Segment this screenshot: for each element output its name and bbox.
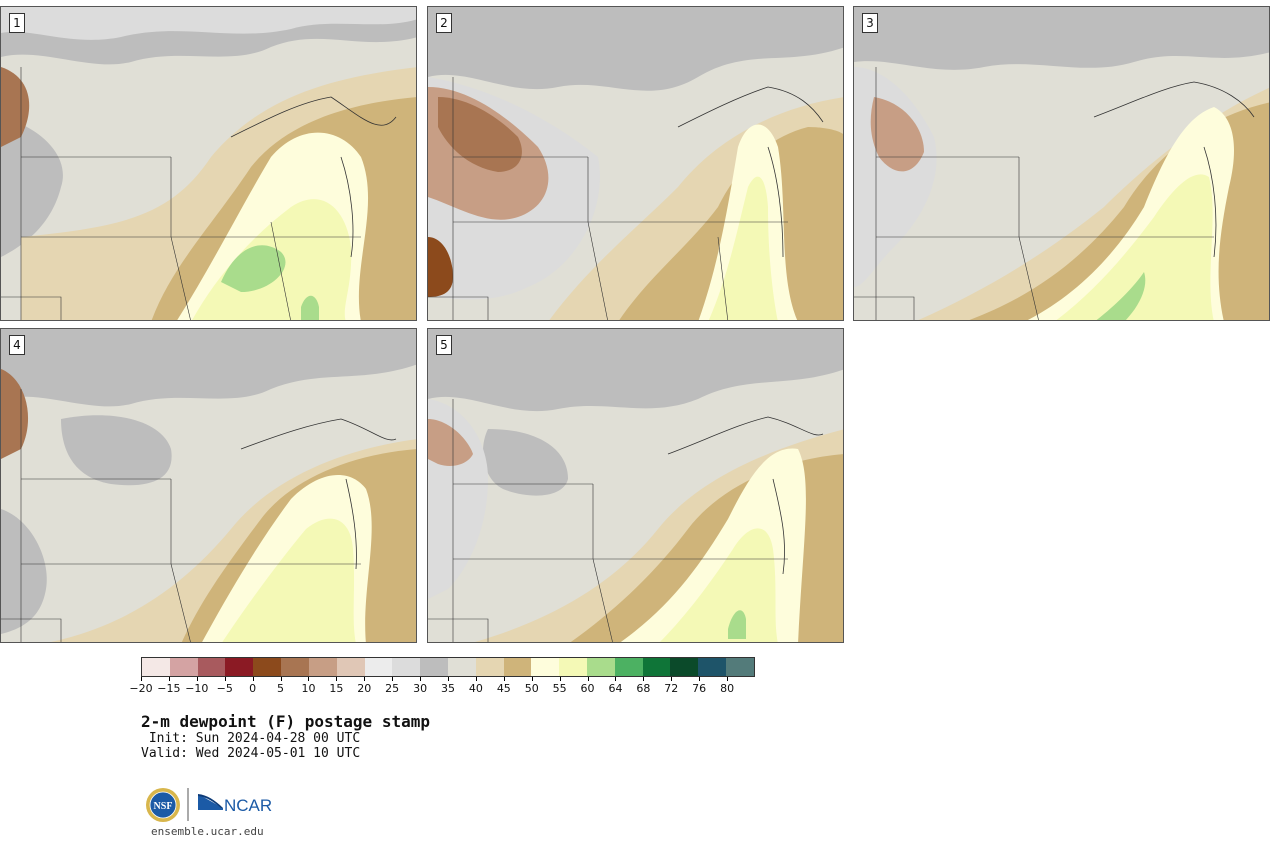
colorbar-tick-label: 0 — [249, 682, 257, 695]
site-url: ensemble.ucar.edu — [151, 825, 264, 838]
colorbar-tick-mark — [727, 677, 729, 681]
colorbar-segment — [225, 658, 254, 676]
colorbar-segment — [726, 658, 754, 676]
map-panel-3: 3 — [853, 6, 1270, 321]
nsf-text: NSF — [154, 801, 173, 812]
colorbar-tick-mark — [448, 677, 449, 681]
colorbar-tick-label: 68 — [636, 682, 651, 695]
panel-number: 5 — [436, 335, 452, 355]
colorbar-tick-label: 55 — [552, 682, 567, 695]
colorbar-segment — [364, 658, 393, 676]
colorbar-tick-label: 64 — [608, 682, 623, 695]
colorbar-tick-label: 72 — [664, 682, 679, 695]
colorbar-segment — [420, 658, 448, 676]
colorbar-tick-label: 25 — [385, 682, 400, 695]
dewpoint-colorbar — [141, 657, 755, 677]
colorbar-segment — [169, 658, 198, 676]
map-panel-4: 4 — [0, 328, 417, 643]
colorbar-segment — [142, 658, 170, 676]
colorbar-tick-mark — [280, 677, 282, 681]
colorbar-tick-mark — [643, 677, 645, 681]
colorbar-segment — [670, 658, 699, 676]
dewpoint-map-5 — [428, 329, 843, 642]
colorbar-tick-mark — [475, 677, 477, 681]
dewpoint-map-4 — [1, 329, 416, 642]
dewpoint-map-1 — [1, 7, 416, 320]
valid-time: Valid: Wed 2024-05-01 10 UTC — [141, 746, 361, 761]
dewpoint-map-3 — [854, 7, 1269, 320]
colorbar-segment — [503, 658, 532, 676]
colorbar-tick-label: 50 — [524, 682, 539, 695]
colorbar-tick-mark — [252, 677, 254, 681]
colorbar-tick-label: 45 — [496, 682, 511, 695]
colorbar-tick-label: 80 — [720, 682, 735, 695]
colorbar-tick-label: −20 — [129, 682, 153, 695]
colorbar-segment — [559, 658, 587, 676]
init-time: Init: Sun 2024-04-28 00 UTC — [141, 731, 361, 746]
colorbar-tick-mark — [420, 677, 422, 681]
chart-title: 2-m dewpoint (F) postage stamp — [141, 712, 430, 731]
colorbar-segment — [253, 658, 282, 676]
panel-number: 1 — [9, 13, 25, 33]
colorbar-tick-label: 20 — [357, 682, 372, 695]
colorbar-tick-label: 5 — [277, 682, 285, 695]
nsf-ncar-logo: NSF NCAR — [146, 788, 272, 822]
colorbar-tick-mark — [531, 677, 533, 681]
colorbar-segment — [336, 658, 365, 676]
colorbar-tick-label: −15 — [157, 682, 181, 695]
map-panel-1: 1 — [0, 6, 417, 321]
colorbar-tick-label: 15 — [329, 682, 344, 695]
map-panel-2: 2 — [427, 6, 844, 321]
colorbar-tick-mark — [615, 677, 617, 681]
colorbar-tick-label: −10 — [185, 682, 209, 695]
nsf-seal-icon: NSF — [146, 788, 180, 822]
colorbar-tick-mark — [503, 677, 505, 681]
colorbar-tick-mark — [587, 677, 589, 681]
colorbar-tick-mark — [364, 677, 366, 681]
colorbar-tick-label: 30 — [413, 682, 428, 695]
colorbar-tick-mark — [196, 677, 198, 681]
dewpoint-map-2 — [428, 7, 843, 320]
colorbar-segment — [197, 658, 226, 676]
ncar-text: NCAR — [224, 796, 272, 815]
colorbar-tick-mark — [699, 677, 701, 681]
panel-number: 3 — [862, 13, 878, 33]
colorbar-segment — [698, 658, 727, 676]
colorbar-tick-label: 76 — [692, 682, 707, 695]
panel-number: 4 — [9, 335, 25, 355]
colorbar-tick-label: 60 — [580, 682, 595, 695]
ncar-icon: NCAR — [198, 794, 272, 815]
colorbar-tick-mark — [559, 677, 561, 681]
colorbar-segment — [281, 658, 309, 676]
colorbar-segment — [475, 658, 504, 676]
colorbar-segment — [614, 658, 643, 676]
colorbar-ticks: −20 −15 −10 −5 0 5 10 15 20 25 30 35 40 45 50 55 60 64 68 7… — [129, 677, 755, 697]
colorbar-tick-mark — [168, 677, 170, 681]
colorbar-tick-label: 40 — [468, 682, 483, 695]
colorbar-segment — [587, 658, 615, 676]
colorbar-segment — [447, 658, 476, 676]
colorbar-tick-mark — [392, 677, 394, 681]
panel-number: 2 — [436, 13, 452, 33]
colorbar-tick-label: −5 — [216, 682, 233, 695]
colorbar-tick-label: 35 — [441, 682, 455, 695]
colorbar-tick-mark — [671, 677, 673, 681]
map-panel-5: 5 — [427, 328, 844, 643]
colorbar-segment — [392, 658, 421, 676]
colorbar-segment — [308, 658, 337, 676]
colorbar-tick-mark — [336, 677, 338, 681]
colorbar-tick-label: 10 — [301, 682, 316, 695]
colorbar-tick-mark — [224, 677, 226, 681]
colorbar-segment — [531, 658, 560, 676]
colorbar-tick-mark — [308, 677, 310, 681]
colorbar-segment — [642, 658, 671, 676]
colorbar-tick-mark — [141, 677, 142, 681]
